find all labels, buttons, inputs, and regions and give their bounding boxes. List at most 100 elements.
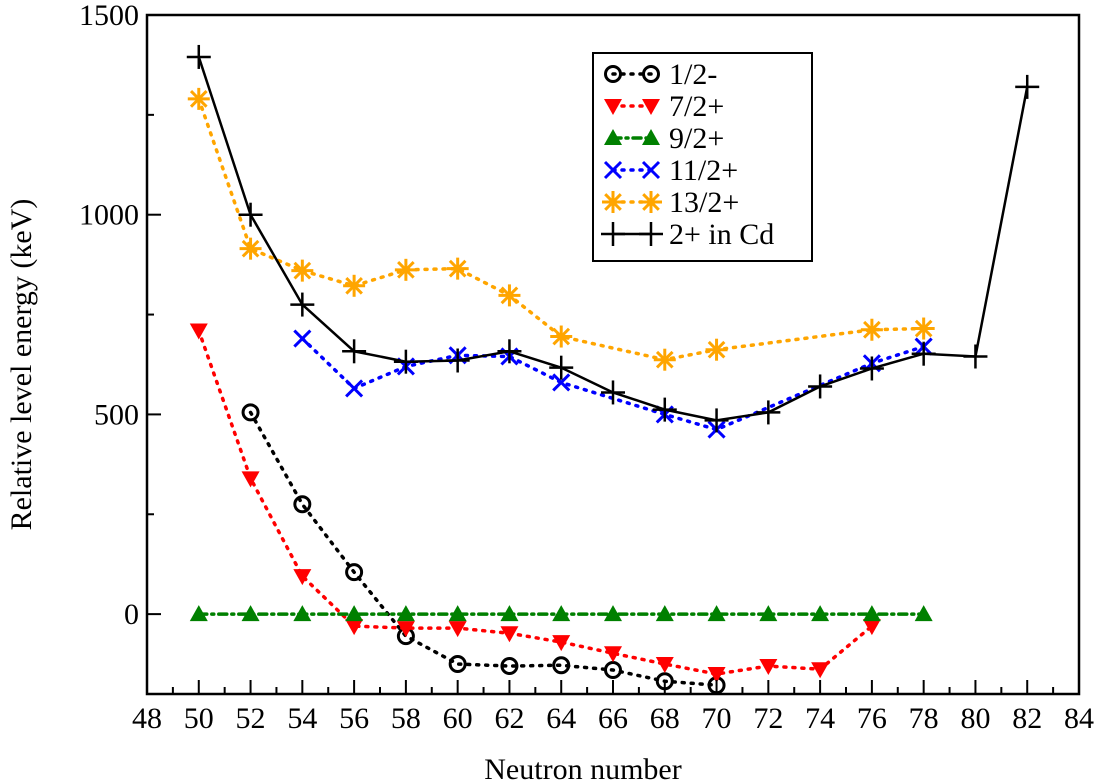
data-point <box>756 400 781 425</box>
data-point <box>963 344 988 369</box>
data-point <box>604 646 622 663</box>
data-point <box>448 621 467 638</box>
data-point <box>704 408 729 433</box>
data-point <box>860 318 883 341</box>
data-point <box>446 257 469 280</box>
data-point <box>707 605 726 622</box>
data-point <box>186 44 211 69</box>
data-point <box>345 605 364 622</box>
data-point <box>345 563 364 582</box>
y-tick-label: 0 <box>124 598 139 631</box>
data-point <box>550 325 573 348</box>
data-point <box>705 338 728 361</box>
data-point <box>500 605 519 622</box>
data-point <box>552 635 571 652</box>
data-point <box>655 605 674 622</box>
data-point <box>549 355 574 380</box>
legend-marker <box>604 65 622 83</box>
legend-marker <box>642 129 660 145</box>
data-point <box>604 605 622 622</box>
data-point <box>293 329 312 348</box>
data-point <box>189 323 208 340</box>
data-point <box>345 379 364 398</box>
x-tick-label: 76 <box>857 702 887 735</box>
data-point <box>862 605 881 622</box>
data-point <box>859 356 884 381</box>
series-4 <box>187 87 935 371</box>
x-tick-label: 66 <box>598 702 628 735</box>
legend-label: 7/2+ <box>669 90 724 123</box>
legend-entry: 7/2+ <box>604 90 724 123</box>
x-tick-label: 64 <box>546 702 576 735</box>
data-point <box>394 258 417 281</box>
x-tick-label: 68 <box>650 702 680 735</box>
data-point <box>655 657 674 674</box>
data-point <box>393 349 418 374</box>
data-point <box>241 403 260 422</box>
data-point <box>911 341 936 366</box>
data-point <box>862 619 881 636</box>
x-tick-label: 50 <box>184 702 214 735</box>
legend-marker <box>602 191 624 213</box>
data-point <box>448 655 467 674</box>
data-point <box>652 397 677 422</box>
x-tick-label: 56 <box>339 702 369 735</box>
data-point <box>707 667 726 684</box>
x-tick-label: 54 <box>287 702 317 735</box>
data-point <box>500 657 519 676</box>
data-point <box>498 284 521 307</box>
data-point <box>497 339 522 364</box>
data-point <box>1015 74 1040 99</box>
legend-entry: 9/2+ <box>604 122 724 155</box>
data-point <box>811 662 830 679</box>
series-0 <box>241 403 726 695</box>
series-line <box>300 336 926 432</box>
x-tick-label: 84 <box>1064 702 1094 735</box>
data-point <box>445 348 470 373</box>
x-tick-label: 80 <box>960 702 990 735</box>
x-tick-label: 74 <box>805 702 835 735</box>
data-point <box>448 605 467 622</box>
legend-marker <box>603 160 623 180</box>
data-point <box>290 292 315 317</box>
series-layer <box>186 44 1040 695</box>
x-tick-label: 60 <box>443 702 473 735</box>
data-point <box>604 661 622 680</box>
series-line <box>248 410 719 687</box>
data-point <box>241 605 260 622</box>
x-tick-label: 52 <box>236 702 266 735</box>
y-tick-label: 500 <box>94 398 139 431</box>
data-point <box>601 380 625 405</box>
x-tick-label: 72 <box>753 702 783 735</box>
data-point <box>189 605 208 622</box>
data-point <box>552 605 571 622</box>
data-point <box>293 495 312 514</box>
x-axis-title: Neutron number <box>484 753 681 781</box>
legend-entry: 2+ in Cd <box>601 218 774 251</box>
legend-marker <box>604 129 622 145</box>
data-point <box>396 605 415 622</box>
legend-marker <box>641 160 661 180</box>
series-line <box>197 328 874 676</box>
data-point <box>396 621 415 638</box>
axes-layer: 48 50 52 54 56 58 60 62 64 66 68 70 72 74 76 78 80 82 84 0 5… <box>5 0 1094 781</box>
legend-marker <box>640 191 662 213</box>
legend-marker <box>642 65 660 83</box>
data-point <box>187 87 210 110</box>
series-2 <box>189 605 933 622</box>
legend-label: 13/2+ <box>669 186 739 219</box>
data-point <box>239 237 262 260</box>
legend-marker <box>604 99 622 115</box>
legend-marker <box>601 222 625 246</box>
data-point <box>912 317 935 340</box>
x-tick-label: 48 <box>132 702 162 735</box>
x-tick-label: 82 <box>1012 702 1042 735</box>
data-point <box>291 259 314 282</box>
data-point <box>293 605 312 622</box>
data-point <box>759 659 778 676</box>
x-tick-label: 78 <box>909 702 939 735</box>
data-point <box>500 626 519 643</box>
data-point <box>345 619 364 636</box>
data-point <box>759 605 778 622</box>
data-point <box>238 202 263 227</box>
